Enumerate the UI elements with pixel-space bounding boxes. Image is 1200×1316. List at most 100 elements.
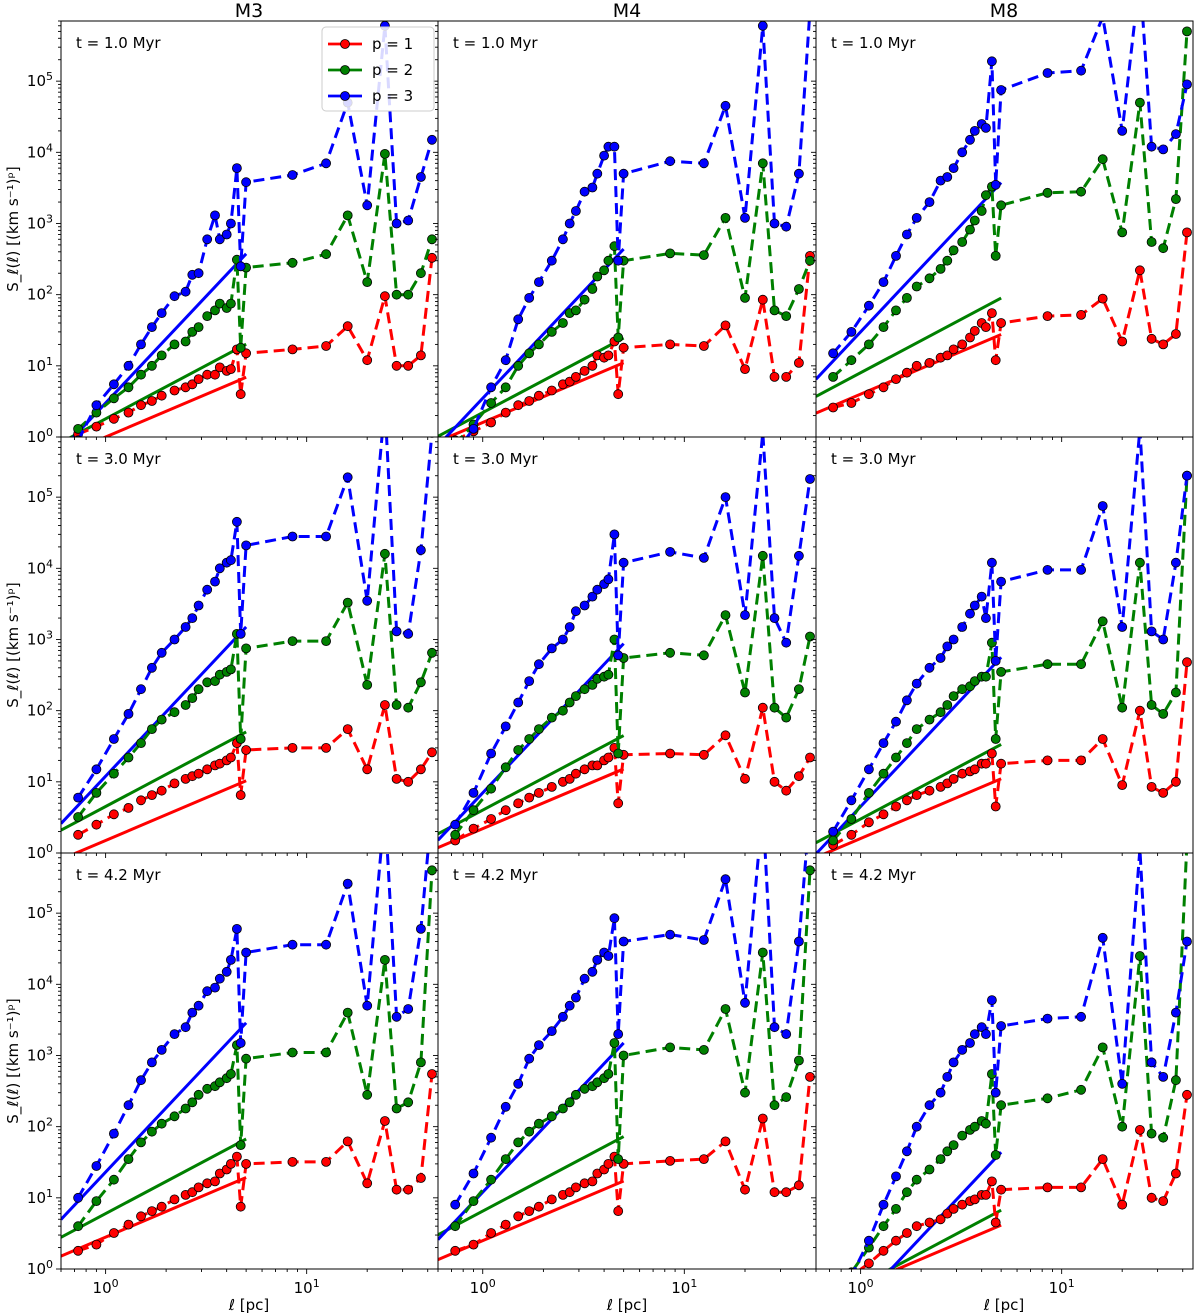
- panel-m8-row3-point-p2: [878, 1221, 889, 1232]
- panel-m4-row3-point-p1: [613, 1206, 624, 1216]
- panel-m8-row1-point-p1: [990, 355, 1001, 366]
- panel-m4-row2-point-p3: [740, 610, 750, 620]
- panel-m4-row3-point-p3: [740, 997, 750, 1008]
- panel-m8-row1-point-p2: [891, 305, 901, 316]
- panel-m8-row2-point-p2: [924, 714, 935, 725]
- panel-m3-row1-fit-line-p1: [101, 375, 247, 437]
- panel-m3-row3-point-p3: [214, 973, 225, 984]
- panel-m8-row3-point-p1: [1117, 1199, 1128, 1210]
- panel-m8-row1-point-p2: [1182, 26, 1192, 37]
- panel-m3-row3-point-p3: [187, 1007, 198, 1018]
- panel-m4-row3-point-p3: [609, 913, 620, 924]
- panel-m3-row3-point-p3: [342, 878, 353, 889]
- panel-m8-row2-point-p2: [1135, 557, 1145, 568]
- panel-m8-row2-point-p2: [878, 768, 889, 779]
- panel-m4-row1-series-line-p2: [459, 161, 812, 437]
- panel-m8-row1-point-p1: [957, 339, 968, 350]
- panel-m8-row1-point-p1: [996, 318, 1006, 328]
- panel-m8-row2-fit-line-p1: [822, 777, 1002, 853]
- panel-m3-row3-point-p3: [210, 982, 220, 993]
- panel-m8-row3-point-p3: [1076, 1011, 1086, 1022]
- legend-marker-p1: [340, 39, 350, 49]
- panel-m8-row3-point-p1: [1171, 1168, 1181, 1179]
- panel-m4-row2-point-p2: [805, 631, 815, 642]
- panel-m4-row1-point-p3: [564, 218, 575, 229]
- panel-m3-row1-point-p1: [136, 400, 146, 411]
- panel-m4-row1-point-p1: [618, 342, 629, 353]
- panel-m3-row3-point-p2: [146, 1126, 157, 1137]
- panel-m4-row3-point-p3: [758, 804, 767, 813]
- panel-m8-row1-point-p2: [965, 224, 975, 235]
- panel-m3-row2-point-p1: [321, 743, 332, 753]
- panel-m4-row2-point-p2: [781, 712, 792, 723]
- panel-m4-row3-point-p2: [609, 1038, 620, 1048]
- panel-m4-row3-point-p3: [806, 804, 815, 813]
- panel-m8-row1-point-p3: [990, 179, 1001, 190]
- panel-m3-row2-point-p3: [231, 516, 242, 527]
- panel-m4-row2-point-p3: [613, 650, 624, 661]
- panel-m3-row1-point-p3: [193, 268, 204, 279]
- panel-m8-row2-point-p1: [924, 785, 935, 796]
- panel-m4-row2-time-label: t = 3.0 Myr: [453, 450, 538, 468]
- panel-m8-row1-point-p2: [828, 371, 838, 382]
- panel-m3-row2-point-p3: [180, 622, 191, 632]
- panel-m4-row3-point-p1: [757, 1113, 768, 1124]
- panel-m8-row3-point-p2: [948, 1140, 959, 1150]
- panel-m3-row3-point-p1: [156, 1201, 167, 1212]
- panel-m3-row1-point-p3: [123, 360, 134, 371]
- panel-m3-row2-point-p3: [210, 576, 220, 587]
- panel-m4-row2-point-p2: [546, 712, 557, 723]
- panel-m4-row2-point-p2: [757, 550, 768, 561]
- panel-m8-row3-point-p1: [1182, 1089, 1192, 1100]
- panel-m8-row2-point-p2: [1097, 616, 1108, 627]
- panel-m3-row3-point-p2: [225, 1069, 236, 1079]
- panel-m8-row3-point-p2: [996, 1100, 1006, 1111]
- panel-m4-row2-point-p2: [579, 684, 590, 695]
- panel-m8-row2-point-p1: [864, 817, 874, 828]
- panel-m8-row1-point-p1: [942, 350, 953, 361]
- panel-m8-row3-point-p1: [990, 1217, 1001, 1228]
- panel-m4-row3-point-p1: [720, 1136, 731, 1147]
- panel-m4-row1-point-p1: [757, 294, 768, 305]
- panel-m3-row3-point-p1: [342, 1136, 353, 1147]
- panel-m4-row1-point-p2: [599, 265, 609, 276]
- panel-m4-row3-point-p1: [534, 1201, 544, 1212]
- panel-m8-row2-point-p2: [981, 671, 991, 682]
- panel-m4-row3-point-p2: [618, 1050, 629, 1061]
- x-axis-label-m3: ℓ [pc]: [228, 1296, 269, 1314]
- panel-m3-row3-point-p2: [379, 955, 390, 965]
- panel-m4-row3-point-p3: [486, 1132, 497, 1143]
- panel-m4-row3-point-p3: [564, 1000, 575, 1011]
- panel-m4-row1-fit-line-p3: [444, 248, 625, 437]
- panel-m8-row2-point-p2: [1076, 659, 1086, 670]
- panel-m3-row3-point-p1: [225, 1159, 236, 1169]
- panel-m8-row3-point-p3: [1171, 1007, 1181, 1018]
- panel-m3-row2-point-p2: [235, 734, 246, 744]
- panel-m3-row1-point-p1: [225, 364, 236, 375]
- panel-m8-row2-series-line-p1: [832, 662, 1189, 847]
- panel-m3-row3-x-tick-label: 100: [93, 1277, 119, 1297]
- legend-label-p2: p = 2: [372, 61, 413, 79]
- panel-m4-row1-point-p1: [740, 364, 750, 375]
- panel-m4-row2-series-line-p2: [453, 554, 812, 836]
- panel-m3-row2-point-p1: [362, 764, 373, 775]
- panel-m3-row2-point-p2: [241, 643, 252, 654]
- panel-m4-row2-point-p3: [805, 474, 815, 484]
- panel-m3-row3-point-p1: [241, 1159, 252, 1169]
- panel-m3-row2-point-p2: [91, 788, 102, 798]
- panel-m4-row3-point-p3: [579, 973, 590, 984]
- panel-m3-row2-fit-line-p1: [72, 779, 247, 853]
- panel-m8-row3-point-p2: [957, 1130, 968, 1141]
- panel-m8-row3-series-line-p1: [858, 1094, 1189, 1269]
- panel-m3-row2-point-p1: [146, 790, 157, 800]
- panel-m8-row3-point-p2: [969, 1121, 980, 1132]
- panel-m8-row2-point-p2: [935, 707, 946, 718]
- panel-m8-row2-point-p2: [828, 835, 838, 846]
- panel-m4-row1-plot-area: [438, 21, 815, 437]
- panel-m8-row3-point-p1: [1097, 1154, 1108, 1164]
- panel-m8-row2-point-p1: [969, 764, 980, 775]
- panel-m8-row1-point-p2: [1042, 187, 1053, 198]
- panel-m4-row2-point-p2: [613, 748, 624, 759]
- panel-m8-row3-point-p1: [878, 1245, 889, 1256]
- panel-m4-row2-point-p1: [699, 749, 709, 760]
